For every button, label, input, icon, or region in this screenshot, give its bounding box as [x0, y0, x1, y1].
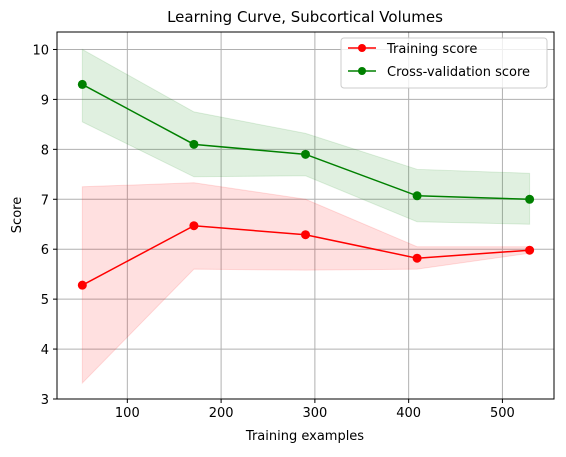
- y-tick-label: 6: [41, 243, 49, 258]
- y-tick-label: 10: [32, 43, 49, 58]
- x-tick-label: 300: [302, 406, 327, 421]
- x-axis-label: Training examples: [245, 429, 364, 444]
- legend-training-marker: [358, 44, 366, 52]
- x-tick-label: 100: [115, 406, 140, 421]
- legend-training-label: Training score: [386, 42, 477, 57]
- axis-ticks: 100 200 300 400 500 3 4 5 6 7 8 9 10: [32, 43, 514, 421]
- cross-validation-score-point: [77, 79, 87, 89]
- training-score-point: [189, 221, 199, 231]
- legend-cv-label: Cross-validation score: [387, 65, 530, 80]
- y-tick-label: 7: [41, 193, 49, 208]
- cross-validation-score-band: [81, 48, 531, 225]
- cross-validation-score-point: [301, 149, 310, 159]
- cross-validation-score-point: [525, 194, 535, 204]
- training-score-point: [525, 245, 535, 255]
- series-points: [77, 79, 535, 290]
- x-tick-label: 400: [396, 406, 421, 421]
- cross-validation-score-point: [412, 191, 422, 201]
- training-score-point: [412, 253, 422, 263]
- x-tick-label: 500: [490, 406, 515, 421]
- y-axis-label: Score: [10, 197, 25, 233]
- x-tick-label: 200: [209, 406, 234, 421]
- y-tick-label: 8: [41, 143, 49, 158]
- y-tick-label: 4: [41, 343, 49, 358]
- legend-cv-marker: [358, 67, 366, 75]
- training-score-point: [77, 280, 87, 290]
- y-tick-label: 5: [41, 293, 49, 308]
- y-tick-label: 3: [41, 393, 49, 408]
- legend: Training score Cross-validation score: [340, 37, 548, 89]
- y-tick-label: 9: [41, 93, 49, 108]
- training-score-point: [301, 230, 310, 240]
- legend-box: [340, 37, 548, 89]
- plot-frame: [56, 31, 555, 400]
- chart-title: Learning Curve, Subcortical Volumes: [167, 8, 443, 26]
- cross-validation-score-point: [189, 139, 199, 149]
